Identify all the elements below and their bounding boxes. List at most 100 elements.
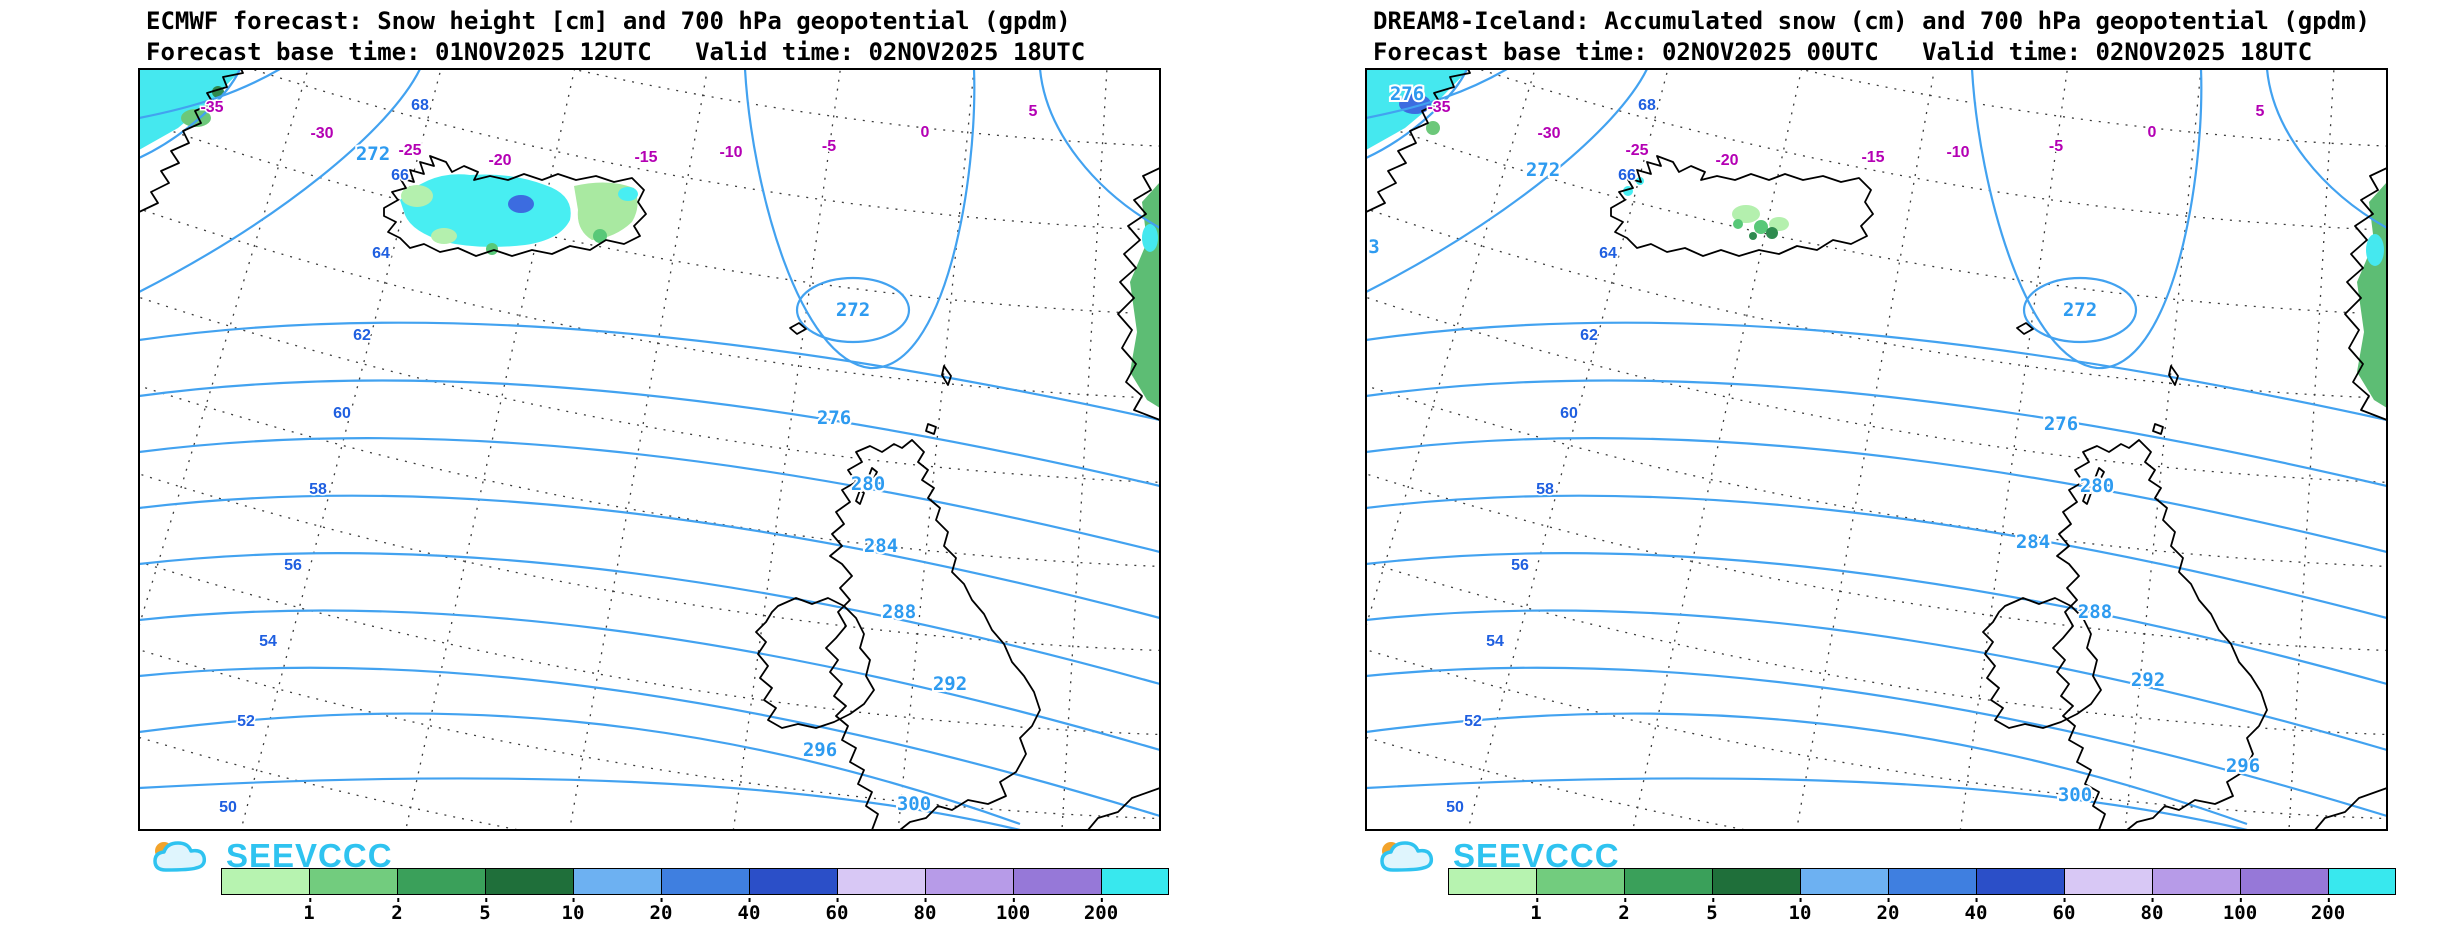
snow-patch	[2366, 234, 2384, 266]
temperature-label: -5	[822, 138, 836, 155]
colorbar-segment	[573, 869, 661, 894]
colorbar-segment	[661, 869, 749, 894]
panel-forecast-times: Forecast base time: 01NOV2025 12UTC Vali…	[146, 38, 1086, 66]
temperature-label: -25	[398, 142, 421, 159]
panel-title: DREAM8-Iceland: Accumulated snow (cm) an…	[1373, 7, 2370, 35]
contour-label: 276	[2044, 413, 2078, 435]
map-labels: 272 272 276 280 284 288 292 296 300 68 66 64 62 60 58 5…	[199, 96, 1039, 818]
logo-text: SEEVCCC	[1453, 837, 1620, 874]
contour-label: 296	[2226, 755, 2260, 777]
snow-patch	[593, 229, 607, 243]
panel-ecmwf: ECMWF forecast: Snow height [cm] and 700…	[0, 0, 1227, 925]
colorbar-tick-label: 20	[1876, 898, 1900, 924]
contour-label: 288	[2078, 601, 2112, 623]
temperature-label: -35	[200, 99, 223, 116]
snow-patch	[1142, 224, 1158, 252]
contour-label: 272	[356, 143, 390, 165]
colorbar-tick-label: 10	[561, 898, 585, 924]
contour-label: 284	[2016, 531, 2050, 553]
temperature-label: -20	[1715, 152, 1738, 169]
latitude-label: 66	[391, 167, 409, 184]
colorbar-segment	[1624, 869, 1712, 894]
cloud-sun-logo-icon	[153, 841, 207, 872]
colorbar-tick-label: 1	[1530, 898, 1542, 924]
latitude-label: 56	[1511, 557, 1529, 574]
colorbar-bar	[221, 868, 1169, 895]
map-dream8: 2762723272276280284288292296300686664626…	[1227, 0, 2454, 925]
colorbar-segment	[1013, 869, 1101, 894]
snow-patch	[1732, 205, 1760, 223]
temperature-label: 5	[1029, 103, 1038, 120]
colorbar-tick-label: 40	[1964, 898, 1988, 924]
colorbar-segment	[1101, 869, 1168, 894]
latitude-label: 60	[333, 405, 351, 422]
panel-ecmwf-header: ECMWF forecast: Snow height [cm] and 700…	[146, 6, 1085, 68]
latitude-label: 62	[1580, 327, 1598, 344]
temperature-label: -30	[310, 125, 333, 142]
colorbar-bar	[1448, 868, 2396, 895]
temperature-label: 5	[2256, 103, 2265, 120]
colorbar-tick-label: 40	[737, 898, 761, 924]
colorbar-tick-label: 60	[825, 898, 849, 924]
panel-forecast-times: Forecast base time: 02NOV2025 00UTC Vali…	[1373, 38, 2313, 66]
colorbar-tick-label: 80	[2140, 898, 2164, 924]
latitude-label: 68	[1638, 97, 1656, 114]
colorbar-tick-label: 2	[391, 898, 403, 924]
snow-layer	[1366, 69, 2387, 408]
colorbar-tick-label: 5	[1706, 898, 1718, 924]
colorbar-segment	[1712, 869, 1800, 894]
temperature-label: -35	[1427, 99, 1450, 116]
colorbar-tick-label: 100	[2222, 898, 2258, 924]
latitude-label: 64	[1599, 245, 1617, 262]
contour-label: 280	[2080, 475, 2114, 497]
temperature-label: -5	[2049, 138, 2063, 155]
panel-dream8: DREAM8-Iceland: Accumulated snow (cm) an…	[1227, 0, 2454, 925]
colorbar-tick-label: 100	[995, 898, 1031, 924]
temperature-label: -10	[719, 144, 742, 161]
temperature-label: -10	[1946, 144, 1969, 161]
colorbar-segment	[485, 869, 573, 894]
colorbar-segment	[1536, 869, 1624, 894]
contour-label: 296	[803, 739, 837, 761]
contour-label: 292	[2131, 669, 2165, 691]
cloud-sun-logo-icon	[1380, 841, 1434, 872]
contour-label: 272	[2063, 299, 2097, 321]
latitude-label: 50	[219, 799, 237, 816]
logo-text: SEEVCCC	[226, 837, 393, 874]
colorbar-segment	[1800, 869, 1888, 894]
colorbar-segment	[925, 869, 1013, 894]
contour-label: 272	[1526, 159, 1560, 181]
snow-patch	[431, 228, 457, 244]
seevccc-logo: SEEVCCC	[1377, 836, 1620, 876]
colorbar-segment	[2064, 869, 2152, 894]
latitude-label: 52	[237, 713, 255, 730]
temperature-label: 0	[921, 124, 930, 141]
snow-patch	[401, 185, 433, 207]
colorbar-segment	[2240, 869, 2328, 894]
temperature-label: -15	[634, 149, 657, 166]
contour-label: 300	[897, 793, 931, 815]
colorbar-segment	[309, 869, 397, 894]
colorbar-tick-label: 20	[649, 898, 673, 924]
colorbar-tick-label: 5	[479, 898, 491, 924]
temperature-label: -20	[488, 152, 511, 169]
temperature-label: -30	[1537, 125, 1560, 142]
colorbar-tick-label: 200	[2310, 898, 2346, 924]
snow-scale-colorbar: 1 2 5 10 20 40 60 80 100 200	[1448, 868, 2396, 924]
map-frame	[138, 68, 1161, 831]
contour-label: 280	[851, 473, 885, 495]
latitude-label: 62	[353, 327, 371, 344]
colorbar-tick-label: 10	[1788, 898, 1812, 924]
temperature-label: 0	[2148, 124, 2157, 141]
colorbar-segment	[837, 869, 925, 894]
colorbar-segment	[1449, 869, 1536, 894]
map-labels: 276 272 3 272 276 280 284 288 292 296 300 68 66 64 62 6…	[1366, 81, 2266, 818]
contour-label: 276	[1390, 83, 1424, 105]
temperature-label: -15	[1861, 149, 1884, 166]
snow-patch	[1754, 220, 1768, 234]
colorbar-segment	[749, 869, 837, 894]
snow-patch	[486, 243, 498, 255]
latitude-label: 58	[1536, 481, 1554, 498]
contour-label: 300	[2058, 784, 2092, 806]
seevccc-logo: SEEVCCC	[150, 836, 393, 876]
